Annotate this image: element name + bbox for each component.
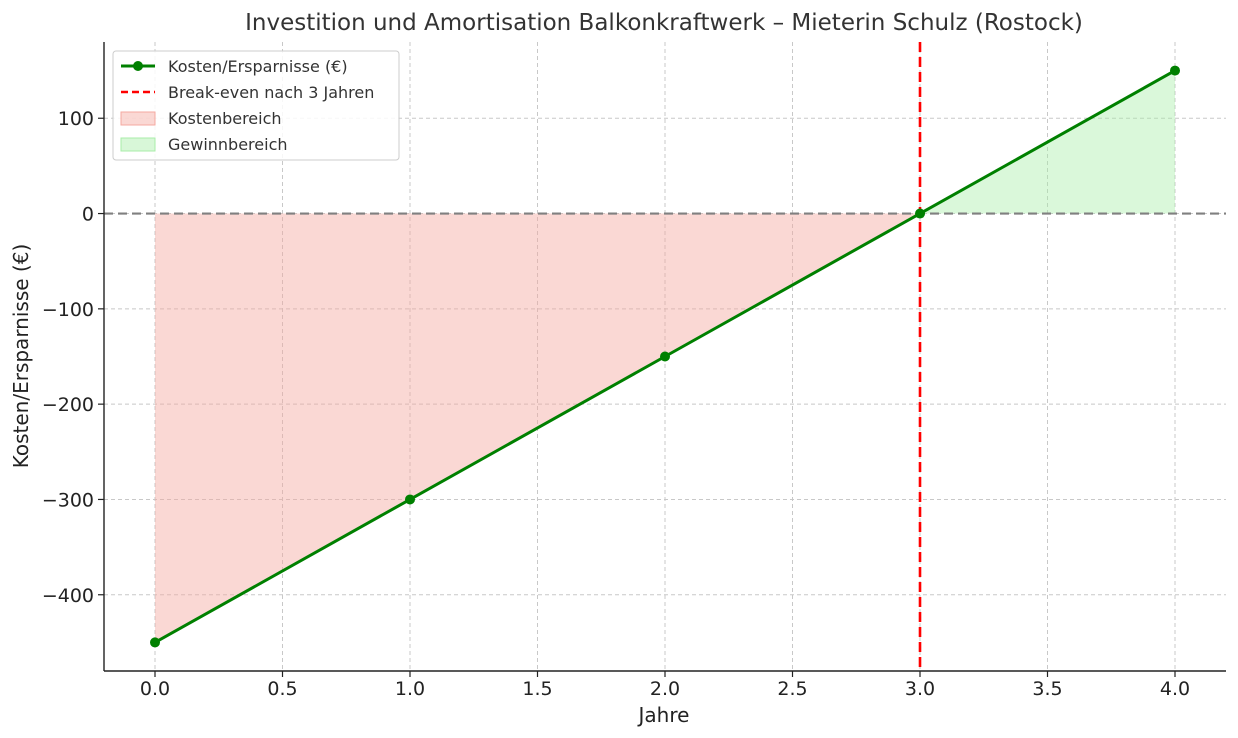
y-tick-label: −200 [42,394,94,416]
data-point [915,208,925,219]
y-axis-label: Kosten/Ersparnisse (€) [9,244,33,469]
x-tick-label: 3.5 [1032,678,1062,700]
data-point [150,637,160,648]
data-point [405,494,415,505]
legend-label: Gewinnbereich [168,135,288,154]
y-tick-label: −100 [42,299,94,321]
legend: Kosten/Ersparnisse (€) Break-even nach 3 … [112,50,400,161]
x-tick-label: 0.0 [140,678,170,700]
x-tick-label: 0.5 [267,678,297,700]
x-tick-label: 1.0 [395,678,425,700]
x-tick-label: 2.5 [777,678,807,700]
y-tick-label: −400 [42,585,94,607]
x-tick-label: 2.0 [650,678,680,700]
reference-lines [104,42,1226,671]
x-tick-label: 3.0 [905,678,935,700]
legend-label: Break-even nach 3 Jahren [168,83,374,102]
legend-handle-patch [120,111,156,126]
x-axis-label: Jahre [637,703,690,727]
y-tick-label: 0 [82,204,94,226]
legend-handle-patch [120,137,156,152]
data-point [660,351,670,362]
axes [98,42,1226,677]
data-point [1170,65,1180,76]
legend-handle-marker [133,61,143,71]
y-tick-label: −300 [42,489,94,511]
y-tick-label: 100 [58,108,94,130]
legend-box [112,50,400,161]
grid [104,42,1226,671]
legend-label: Kostenbereich [168,109,282,128]
x-tick-label: 4.0 [1160,678,1190,700]
chart-title: Investition und Amortisation Balkonkraft… [245,10,1083,36]
x-tick-label: 1.5 [522,678,552,700]
series [150,65,1180,648]
tick-labels: 0.0 0.5 1.0 1.5 2.0 2.5 3.0 3.5 4.0 −400 −300 −200 −… [42,108,1190,700]
legend-label: Kosten/Ersparnisse (€) [168,57,348,76]
